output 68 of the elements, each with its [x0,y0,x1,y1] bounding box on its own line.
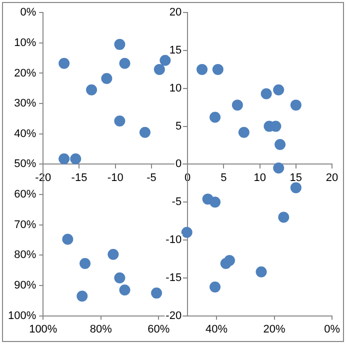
point [151,288,162,299]
y-tick-label: 0 [175,158,182,170]
point [62,234,74,245]
point [58,153,70,164]
x-tick-label: -5 [146,172,156,184]
point [160,54,171,66]
y-tick-label: 5 [175,120,182,132]
point [220,258,232,269]
y-tick-label: -5 [172,196,182,208]
x-tick-label: 5 [220,172,227,184]
y-tick-label: -15 [166,272,182,284]
point [58,58,70,69]
point [273,84,284,96]
point [290,182,302,194]
y2-tick-label: 10% [14,36,36,49]
point [119,58,130,69]
point [139,126,150,138]
point [290,100,302,111]
y-tick-label: 10 [169,82,182,94]
y2-tick-label: 100% [8,310,36,322]
point [210,196,221,208]
y-tick-label: -10 [166,234,182,246]
x-tick-label: 15 [290,172,302,184]
y2-tick-label: 50% [14,158,36,170]
y-tick-label: 15 [169,44,182,57]
point [114,272,126,284]
x2-tick-label: 100% [29,323,58,336]
y2-tick-label: 70% [14,218,36,231]
point [119,284,130,296]
y-tick-label: -20 [166,310,182,322]
point [196,64,208,75]
y2-tick-label: 80% [14,249,36,262]
point [210,112,221,123]
x-tick-label: 20 [326,172,338,184]
point [114,38,126,50]
x2-tick-label: 20% [263,323,286,336]
point [80,258,91,269]
x2-tick-label: 40% [205,323,228,336]
point [101,73,112,84]
point [86,84,98,96]
point [238,126,250,138]
point [210,281,221,292]
y2-tick-label: 30% [14,98,36,110]
y-tick-label: 20 [169,6,182,19]
y2-tick-label: 60% [14,188,36,201]
point [232,100,243,111]
y2-tick-label: 20% [14,67,36,80]
point [154,64,165,75]
x-tick-label: -10 [107,172,124,184]
point [278,212,290,223]
point [274,138,286,150]
y2-tick-label: 90% [14,280,36,292]
y2-tick-label: 40% [14,128,36,140]
x-tick-label: 10 [254,172,266,184]
x-tick-label: -15 [71,172,88,184]
point [181,226,192,238]
point [108,248,119,260]
x2-tick-label: 60% [148,323,170,336]
point [70,153,82,164]
x2-tick-label: 0% [324,323,340,336]
point [260,88,272,100]
point [256,266,267,278]
point [76,290,88,302]
point [212,64,224,75]
x2-tick-label: 80% [90,323,112,336]
point [273,162,284,174]
point [114,115,126,126]
y2-tick-label: 0% [20,6,36,19]
